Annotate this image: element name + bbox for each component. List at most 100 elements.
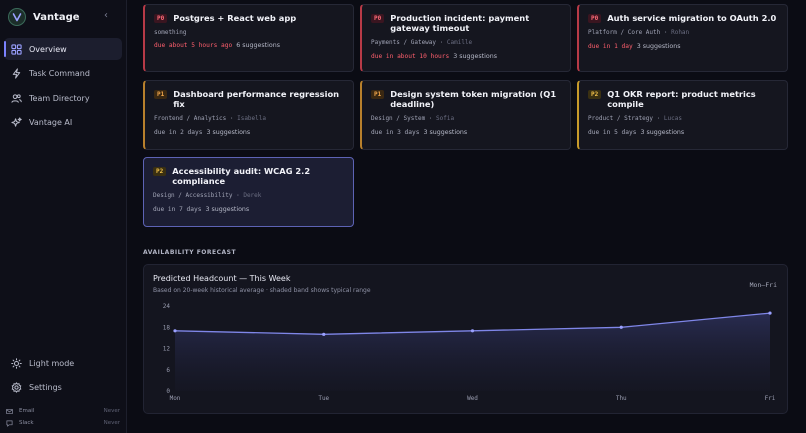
integration-status: Never xyxy=(103,420,120,426)
task-team: Design / Accessibility xyxy=(153,192,233,199)
nav-item-team-directory[interactable]: Team Directory xyxy=(4,87,122,109)
chat-icon xyxy=(6,420,13,427)
gear-icon xyxy=(11,382,22,393)
task-assignee: Rohan xyxy=(671,29,690,36)
task-card[interactable]: P0 Postgres + React web app something du… xyxy=(143,4,354,72)
light-mode-toggle[interactable]: Light mode xyxy=(4,352,122,374)
task-title: Design system token migration (Q1 deadli… xyxy=(390,89,557,109)
nav-item-settings[interactable]: Settings xyxy=(4,377,122,399)
chart-range-label: Mon–Fri xyxy=(749,281,777,289)
y-tick-label: 24 xyxy=(163,303,171,310)
task-suggestions[interactable]: 6 suggestions xyxy=(236,42,281,49)
task-due: due in 7 days xyxy=(153,206,202,213)
x-tick-label: Thu xyxy=(616,395,627,402)
bolt-icon xyxy=(12,68,21,79)
task-card[interactable]: P0 Production incident: payment gateway … xyxy=(360,4,571,72)
task-assignee: Sofia xyxy=(436,115,455,122)
task-title: Accessibility audit: WCAG 2.2 compliance xyxy=(172,166,311,186)
data-point[interactable] xyxy=(173,329,177,333)
task-assignee: Lucas xyxy=(663,115,682,122)
task-suggestions[interactable]: 3 suggestions xyxy=(640,129,685,136)
task-due: due in 3 days xyxy=(371,129,420,136)
sun-icon xyxy=(11,357,22,369)
nav-label: Light mode xyxy=(29,358,75,368)
task-card[interactable]: P2 Q1 OKR report: product metrics compil… xyxy=(577,80,788,150)
task-team: Frontend / Analytics xyxy=(154,115,227,122)
nav-label: Settings xyxy=(29,383,62,392)
priority-badge: P0 xyxy=(588,14,602,23)
nav-item-task-command[interactable]: Task Command xyxy=(4,63,122,85)
integration-label: Email xyxy=(19,408,35,414)
integration-email[interactable]: Email Never xyxy=(6,405,120,417)
data-point[interactable] xyxy=(470,329,475,333)
task-card[interactable]: P1 Design system token migration (Q1 dea… xyxy=(360,80,571,150)
data-point[interactable] xyxy=(322,332,326,336)
task-card[interactable]: P0 Auth service migration to OAuth 2.0 P… xyxy=(577,4,788,72)
series-area xyxy=(175,313,770,391)
x-tick-label: Tue xyxy=(318,395,329,402)
section-label: AVAILABILITY FORECAST xyxy=(143,249,237,256)
nav-label: Task Command xyxy=(29,69,90,78)
task-assignee: Camille xyxy=(446,39,473,46)
collapse-sidebar-icon[interactable]: ‹ xyxy=(104,10,108,21)
task-title: Production incident: payment gateway tim… xyxy=(390,13,530,33)
chart-subtitle: Based on 20-week historical average · sh… xyxy=(153,287,371,294)
headcount-chart: 0 6 12 18 24 Mon Tue Wed Thu Fri xyxy=(163,303,776,402)
data-point[interactable] xyxy=(768,311,772,315)
task-due: due in about 10 hours xyxy=(371,53,450,60)
app-name: Vantage xyxy=(33,11,80,23)
nav-label: Team Directory xyxy=(29,93,90,103)
priority-badge: P2 xyxy=(588,90,602,99)
task-suggestions[interactable]: 3 suggestions xyxy=(206,129,251,136)
y-tick-label: 18 xyxy=(163,324,171,331)
nav-item-vantage-ai[interactable]: Vantage AI xyxy=(4,112,122,134)
nav-label: Vantage AI xyxy=(29,118,73,127)
priority-badge: P1 xyxy=(371,90,385,99)
users-icon xyxy=(11,93,22,103)
y-tick-label: 12 xyxy=(163,346,171,353)
sparkle-icon xyxy=(11,117,22,127)
secondary-nav: Light mode Settings xyxy=(4,352,122,401)
task-suggestions[interactable]: 3 suggestions xyxy=(453,53,498,60)
task-title: Postgres + React web app xyxy=(173,13,297,23)
data-point[interactable] xyxy=(619,325,623,329)
priority-badge: P0 xyxy=(371,14,385,23)
task-due: due about 5 hours ago xyxy=(154,42,233,49)
y-tick-label: 0 xyxy=(166,388,170,395)
primary-nav: Overview Task Command Team Directory Van… xyxy=(4,38,122,136)
task-card-selected[interactable]: P2 Accessibility audit: WCAG 2.2 complia… xyxy=(143,157,354,227)
integration-label: Slack xyxy=(19,420,34,426)
task-team: Design / System xyxy=(371,115,426,122)
integrations-status: Email Never Slack Never xyxy=(6,405,120,429)
task-suggestions[interactable]: 3 suggestions xyxy=(636,43,681,50)
priority-badge: P0 xyxy=(154,14,168,23)
task-team: Payments / Gateway xyxy=(371,39,437,46)
task-due: due in 5 days xyxy=(588,129,637,136)
task-team: Product / Strategy xyxy=(588,115,654,122)
y-tick-label: 6 xyxy=(166,367,170,374)
task-suggestions[interactable]: 3 suggestions xyxy=(423,129,468,136)
integration-status: Never xyxy=(103,408,120,414)
task-due: due in 1 day xyxy=(588,43,633,50)
priority-badge: P2 xyxy=(153,167,167,176)
task-team: something xyxy=(154,29,187,36)
availability-forecast-panel: Predicted Headcount — This Week Based on… xyxy=(143,264,788,414)
x-tick-label: Mon xyxy=(170,395,181,402)
priority-badge: P1 xyxy=(154,90,168,99)
task-due: due in 2 days xyxy=(154,129,203,136)
chart-title: Predicted Headcount — This Week xyxy=(153,274,291,283)
x-tick-label: Wed xyxy=(467,395,478,402)
task-team: Platform / Core Auth xyxy=(588,29,661,36)
task-card[interactable]: P1 Dashboard performance regression fix … xyxy=(143,80,354,150)
integration-slack[interactable]: Slack Never xyxy=(6,417,120,429)
task-title: Q1 OKR report: product metrics compile xyxy=(607,89,756,109)
task-assignee: Derek xyxy=(243,192,262,199)
x-tick-label: Fri xyxy=(765,395,776,402)
task-suggestions[interactable]: 3 suggestions xyxy=(205,206,250,213)
grid-icon xyxy=(11,43,22,55)
logo-icon xyxy=(8,8,26,26)
task-title: Dashboard performance regression fix xyxy=(173,89,340,109)
brand[interactable]: Vantage xyxy=(8,8,80,26)
sidebar: Vantage ‹ Overview Task Command Team Dir… xyxy=(0,0,127,433)
nav-item-overview[interactable]: Overview xyxy=(4,38,122,60)
